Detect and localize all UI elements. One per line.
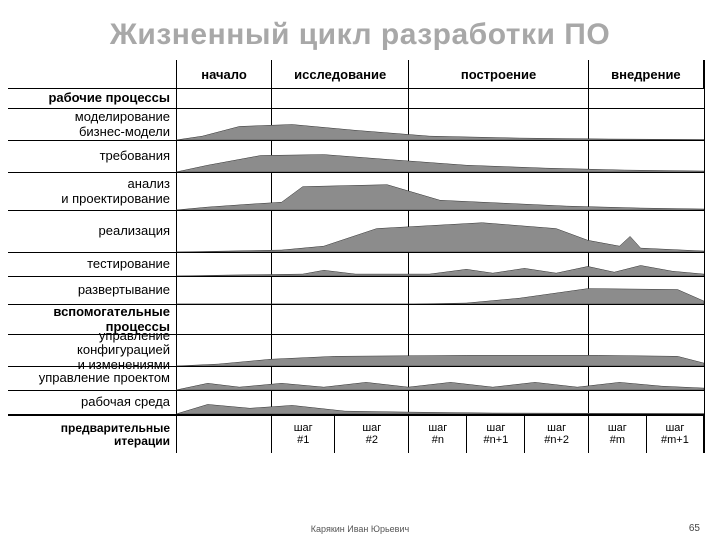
- row-chart-area: [176, 305, 704, 334]
- iteration-cell: шаг#n+2: [524, 416, 587, 453]
- row-chart-area: [176, 335, 704, 366]
- row-chart-area: [176, 173, 704, 210]
- iteration-cell: шаг#1: [271, 416, 334, 453]
- section-header-row: рабочие процессы: [8, 89, 704, 109]
- workflow-row: реализация: [8, 211, 704, 253]
- row-chart-area: [176, 253, 704, 276]
- row-label: управление проектом: [8, 367, 176, 390]
- workflow-row: моделированиебизнес-модели: [8, 109, 704, 141]
- phase-gridline: [704, 60, 705, 453]
- row-chart-area: [176, 141, 704, 172]
- row-label: рабочая среда: [8, 391, 176, 414]
- phase-cell: построение: [408, 60, 588, 88]
- workflow-row: управление проектом: [8, 367, 704, 391]
- iteration-cells: шаг#1шаг#2шаг#nшаг#n+1шаг#n+2шаг#mшаг#m+…: [176, 416, 704, 453]
- iteration-cell: шаг#n: [408, 416, 466, 453]
- author-credit: Карякин Иван Юрьевич: [311, 524, 409, 534]
- row-chart-area: [176, 211, 704, 252]
- iteration-cell: шаг#m+1: [646, 416, 704, 453]
- workflow-row: управление конфигурациейи изменениями: [8, 335, 704, 367]
- row-label: моделированиебизнес-модели: [8, 109, 176, 140]
- row-chart-area: [176, 109, 704, 140]
- phase-cell: исследование: [271, 60, 408, 88]
- page-title: Жизненный цикл разработки ПО: [0, 0, 720, 60]
- row-chart-area: [176, 277, 704, 304]
- workflow-row: тестирование: [8, 253, 704, 277]
- phase-cell: внедрение: [588, 60, 704, 88]
- rows-container: рабочие процессымоделированиебизнес-моде…: [8, 88, 704, 415]
- workflow-row: развертывание: [8, 277, 704, 305]
- row-label: управление конфигурациейи изменениями: [8, 335, 176, 366]
- phase-header-row: началоисследованиепостроениевнедрение: [176, 60, 704, 88]
- iterations-row: предварительные итерации шаг#1шаг#2шаг#n…: [8, 415, 704, 453]
- row-label: требования: [8, 141, 176, 172]
- lifecycle-diagram: началоисследованиепостроениевнедрение ра…: [8, 60, 704, 453]
- row-label: анализи проектирование: [8, 173, 176, 210]
- row-chart-area: [176, 367, 704, 390]
- row-label: тестирование: [8, 253, 176, 276]
- workflow-row: рабочая среда: [8, 391, 704, 415]
- iteration-cell: шаг#2: [334, 416, 408, 453]
- workflow-row: анализи проектирование: [8, 173, 704, 211]
- iterations-label: предварительные итерации: [8, 416, 176, 453]
- workflow-row: требования: [8, 141, 704, 173]
- iteration-cell: [176, 416, 271, 453]
- row-chart-area: [176, 391, 704, 414]
- phase-cell: начало: [176, 60, 271, 88]
- row-chart-area: [176, 89, 704, 108]
- iteration-cell: шаг#m: [588, 416, 646, 453]
- row-label: реализация: [8, 211, 176, 252]
- page-number: 65: [689, 523, 700, 534]
- row-label: рабочие процессы: [8, 89, 176, 108]
- iteration-cell: шаг#n+1: [466, 416, 524, 453]
- row-label: развертывание: [8, 277, 176, 304]
